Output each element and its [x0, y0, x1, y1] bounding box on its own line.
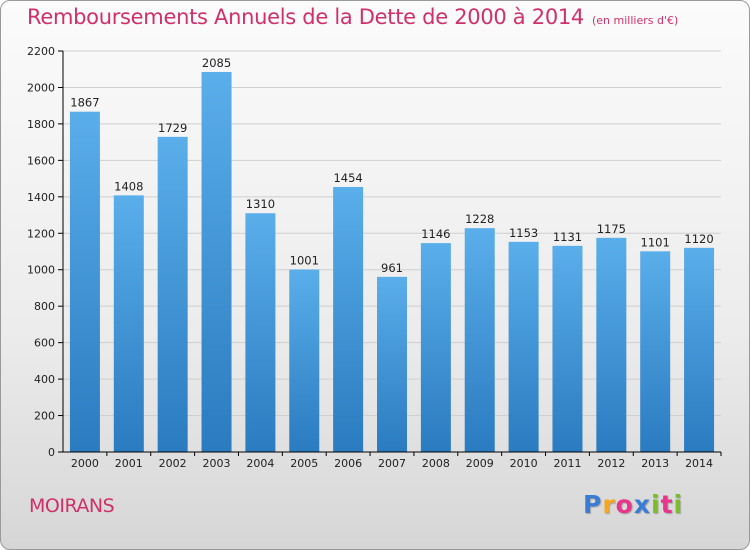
value-label-2000: 1867: [70, 96, 99, 110]
value-label-2012: 1175: [597, 222, 626, 236]
logo-letter: x: [633, 490, 651, 519]
logo-letter: o: [615, 490, 634, 519]
x-tick-label: 2009: [466, 457, 494, 470]
value-label-2008: 1146: [421, 227, 450, 241]
bar-2008: [420, 243, 451, 452]
logo-letter: P: [583, 490, 603, 519]
y-tick-label: 0: [48, 446, 55, 459]
x-tick-label: 2000: [71, 457, 99, 470]
x-tick-label: 2010: [510, 457, 538, 470]
bar-2014: [684, 247, 715, 452]
value-label-2007: 961: [381, 261, 403, 275]
y-tick-label: 800: [34, 300, 55, 313]
value-label-2004: 1310: [246, 197, 275, 211]
y-tick-label: 600: [34, 337, 55, 350]
x-tick-label: 2006: [334, 457, 362, 470]
bar-2007: [377, 276, 407, 452]
x-tick-label: 2001: [115, 457, 143, 470]
bar-2005: [289, 269, 320, 452]
y-tick-label: 400: [34, 373, 55, 386]
x-tick-label: 2005: [290, 457, 318, 470]
y-tick-label: 2200: [27, 45, 55, 58]
value-label-2006: 1454: [333, 171, 362, 185]
x-tick-label: 2012: [597, 457, 625, 470]
logo-letter: r: [602, 490, 616, 519]
y-tick-label: 1400: [27, 191, 55, 204]
chart-subtitle: (en milliers d'€): [592, 14, 679, 27]
bar-2000: [69, 111, 100, 453]
value-label-2005: 1001: [290, 254, 319, 268]
value-label-2010: 1153: [509, 226, 538, 240]
x-tick-label: 2002: [159, 457, 187, 470]
value-label-2003: 2085: [202, 56, 231, 70]
bar-2004: [245, 213, 276, 452]
value-labels: 1867 1408 1729 2085 1310 1001 1454 961 1146 1228 1…: [70, 56, 713, 275]
x-tick-label: 2013: [641, 457, 669, 470]
y-tick-label: 1000: [27, 264, 55, 277]
x-tick-label: 2007: [378, 457, 406, 470]
value-label-2009: 1228: [465, 212, 494, 226]
y-tick-label: 1800: [27, 118, 55, 131]
y-tick-label: 2000: [27, 81, 55, 94]
value-label-2002: 1729: [158, 121, 187, 135]
y-tick-label: 1600: [27, 154, 55, 167]
logo-letter: i: [651, 490, 661, 519]
x-tick-label: 2011: [553, 457, 581, 470]
bar-2009: [464, 228, 495, 452]
value-label-2001: 1408: [114, 179, 143, 193]
x-tick-label: 2003: [203, 457, 231, 470]
x-tick-label: 2014: [685, 457, 713, 470]
value-label-2014: 1120: [684, 232, 713, 246]
bars: [69, 71, 715, 453]
y-tick-label: 1200: [27, 227, 55, 240]
bar-2006: [333, 186, 364, 452]
chart-title: Remboursements Annuels de la Dette de 20…: [27, 5, 679, 29]
bar-2010: [508, 241, 539, 452]
value-label-2011: 1131: [553, 230, 582, 244]
proxiti-logo[interactable]: Proxiti: [583, 490, 683, 519]
logo-letter: t: [660, 490, 674, 519]
logo-letter: i: [673, 490, 684, 519]
bar-2003: [201, 71, 232, 452]
bar-2011: [552, 245, 583, 452]
commune-name: MOIRANS: [29, 495, 115, 517]
axes: 0 200 400 600 800 1000 1200 1400 1600 1800 2000 220…: [27, 45, 722, 470]
bar-2001: [113, 195, 144, 453]
bar-2012: [596, 237, 627, 452]
bar-2002: [157, 136, 188, 452]
x-tick-label: 2004: [246, 457, 274, 470]
y-tick-label: 200: [34, 410, 55, 423]
bar-2013: [640, 251, 671, 452]
value-label-2013: 1101: [641, 235, 670, 249]
x-tick-label: 2008: [422, 457, 450, 470]
